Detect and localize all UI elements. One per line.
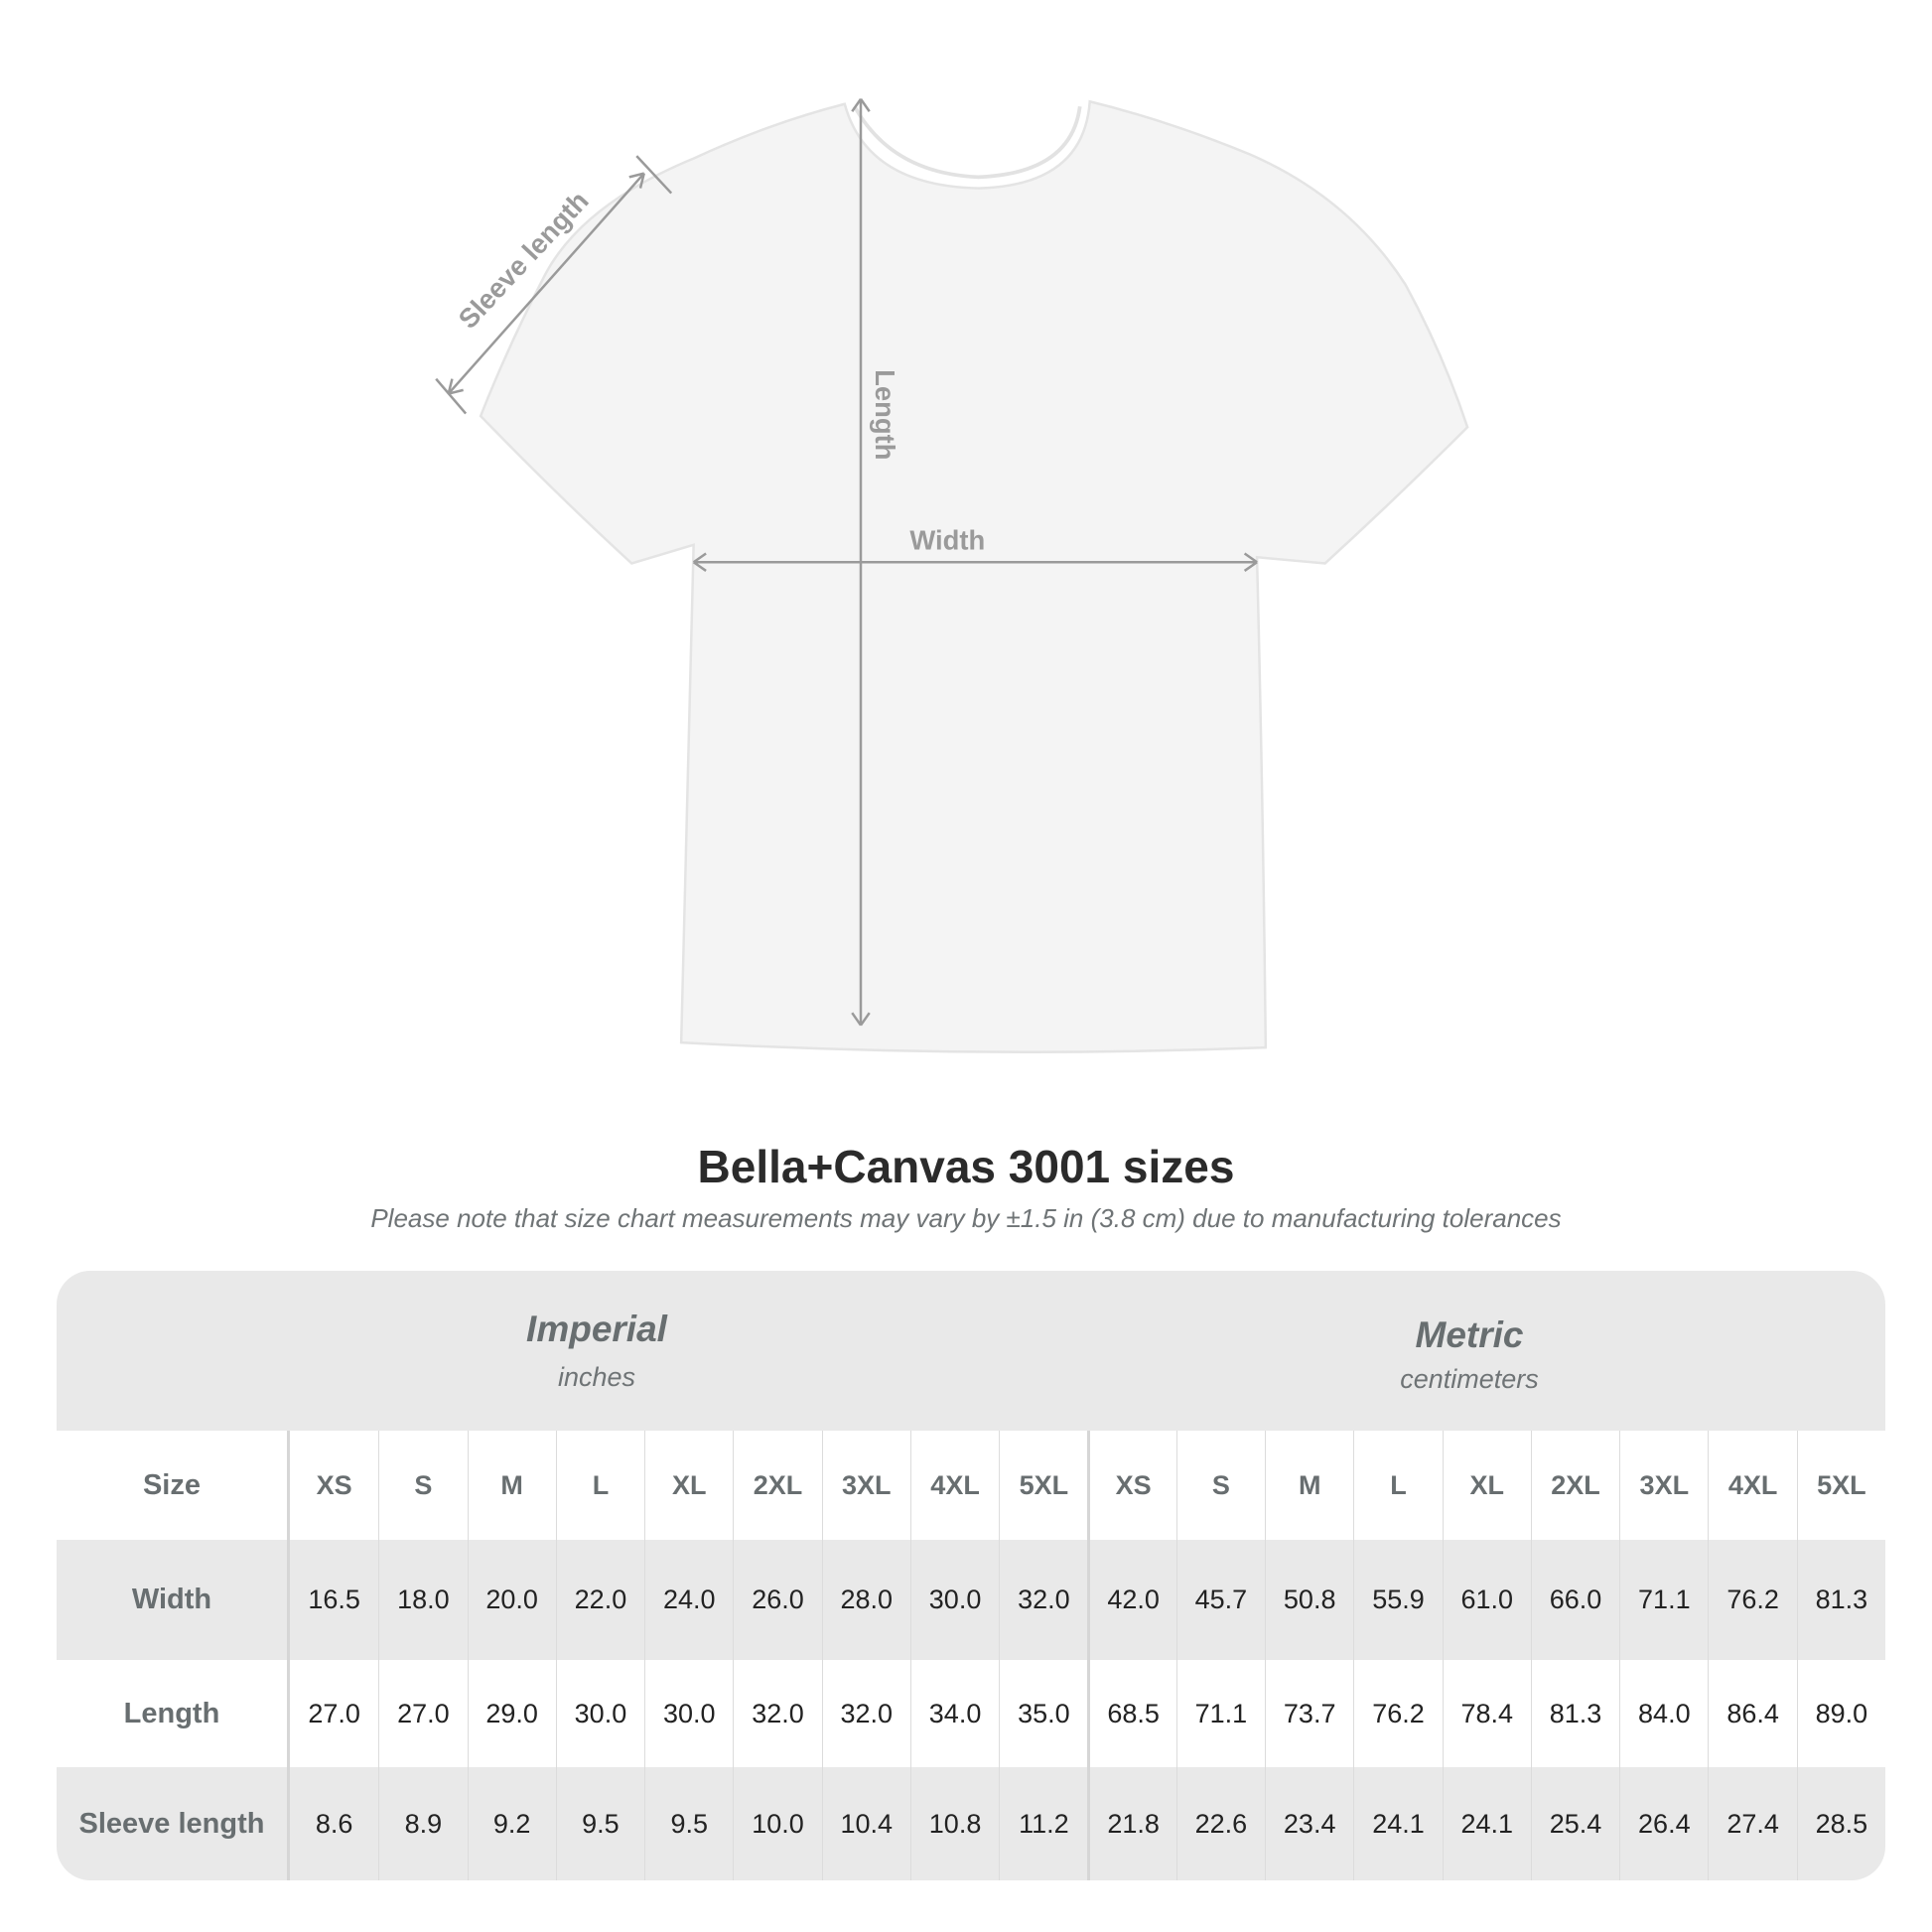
- length-label: Length: [870, 369, 900, 460]
- collar: [853, 105, 1082, 180]
- size-imperial-cell: 2XL: [733, 1431, 821, 1540]
- imperial-value-cell: 28.0: [821, 1540, 910, 1660]
- imperial-value-cell: 10.0: [733, 1767, 821, 1880]
- metric-value-cell: 27.4: [1708, 1767, 1796, 1880]
- tolerance-note: Please note that size chart measurements…: [370, 1203, 1562, 1233]
- metric-value-cell: 76.2: [1708, 1540, 1796, 1660]
- metric-value-cell: 89.0: [1796, 1660, 1885, 1767]
- size-imperial-cell: S: [378, 1431, 467, 1540]
- metric-value-cell: 71.1: [1619, 1540, 1708, 1660]
- table-row: Width 16.5 18.0 20.0 22.0 24.0 26.0 28.0 30.0 32.…: [57, 1540, 1885, 1660]
- measure-arrows: [435, 98, 1258, 1027]
- metric-value-cell: 23.4: [1265, 1767, 1353, 1880]
- imperial-value-cell: 10.8: [909, 1767, 999, 1880]
- metric-value-cell: 42.0: [1087, 1540, 1175, 1660]
- imperial-value-cell: 27.0: [308, 1698, 360, 1728]
- imperial-value-cell: 26.0: [733, 1540, 821, 1660]
- imperial-header: Imperial inches: [299, 1309, 895, 1393]
- metric-value-cell: 86.4: [1708, 1660, 1796, 1767]
- imperial-value-cell: 30.0: [644, 1660, 733, 1767]
- imperial-value-cell: 8.9: [378, 1767, 467, 1880]
- size-metric-cell: 4XL: [1708, 1431, 1796, 1540]
- metric-value-cell: 21.8: [1087, 1767, 1175, 1880]
- sleeve-arrow: [447, 172, 645, 395]
- table-row: Sleeve length 8.6 8.9 9.2 9.5 9.5 10.0 10.4 10.8…: [57, 1767, 1885, 1880]
- imperial-value-cell: 32.0: [733, 1660, 821, 1767]
- header-band: [57, 1271, 1885, 1431]
- metric-value-cell: 66.0: [1530, 1540, 1619, 1660]
- metric-value-cell: 76.2: [1353, 1660, 1442, 1767]
- imperial-value-cell: 10.4: [821, 1767, 910, 1880]
- metric-value-cell: 78.4: [1442, 1660, 1531, 1767]
- metric-value-cell: 71.1: [1175, 1660, 1265, 1767]
- metric-value-cell: 45.7: [1175, 1540, 1265, 1660]
- size-metric-cell: L: [1353, 1431, 1442, 1540]
- size-metric-cell: 5XL: [1796, 1431, 1885, 1540]
- imperial-value-cell: 27.0: [378, 1660, 467, 1767]
- tshirt-diagram: Sleeve length Length Width: [435, 98, 1469, 1053]
- size-metric-cell: XS: [1087, 1431, 1175, 1540]
- metric-value-cell: 68.5: [1087, 1660, 1175, 1767]
- size-metric-cell: M: [1265, 1431, 1353, 1540]
- imperial-value-cell: 20.0: [467, 1540, 556, 1660]
- imperial-value-cell: 35.0: [999, 1660, 1087, 1767]
- size-imperial-cell: 3XL: [821, 1431, 910, 1540]
- metric-value-cell: 25.4: [1530, 1767, 1619, 1880]
- size-table: Imperial inches Metric centimeters Size X…: [57, 1271, 1885, 1880]
- size-header-row: Size XS S M L XL 2XL 3XL 4XL 5XL XS S M L XL 2XL 3XL 4XL 5…: [57, 1431, 1885, 1540]
- imperial-title: Imperial: [526, 1309, 667, 1349]
- metric-value-cell: 50.8: [1265, 1540, 1353, 1660]
- page-title: Bella+Canvas 3001 sizes: [697, 1141, 1235, 1192]
- metric-title: Metric: [1415, 1314, 1524, 1355]
- size-imperial-cell: L: [555, 1431, 644, 1540]
- width-label: Width: [909, 525, 985, 556]
- row-label: Length: [57, 1660, 290, 1767]
- size-imperial-cell: XS: [316, 1469, 352, 1500]
- table-row: Length 27.0 27.0 29.0 30.0 30.0 32.0 32.0 34.0 35…: [57, 1660, 1885, 1767]
- imperial-value-cell: 8.6: [315, 1808, 353, 1839]
- row-label: Sleeve length: [57, 1767, 290, 1880]
- imperial-value-cell: 32.0: [999, 1540, 1087, 1660]
- size-imperial-cell: M: [467, 1431, 556, 1540]
- size-metric-cell: 3XL: [1619, 1431, 1708, 1540]
- imperial-unit: inches: [557, 1362, 636, 1392]
- metric-value-cell: 55.9: [1353, 1540, 1442, 1660]
- size-imperial-cell: 4XL: [909, 1431, 999, 1540]
- imperial-value-cell: 9.2: [467, 1767, 556, 1880]
- size-imperial-cell: 5XL: [999, 1431, 1087, 1540]
- size-metric-cell: 2XL: [1530, 1431, 1619, 1540]
- imperial-value-cell: 18.0: [378, 1540, 467, 1660]
- imperial-value-cell: 34.0: [909, 1660, 999, 1767]
- imperial-value-cell: 22.0: [555, 1540, 644, 1660]
- metric-value-cell: 26.4: [1619, 1767, 1708, 1880]
- imperial-value-cell: 30.0: [909, 1540, 999, 1660]
- metric-value-cell: 24.1: [1353, 1767, 1442, 1880]
- metric-header: Metric centimeters: [1172, 1314, 1767, 1395]
- row-label: Size: [57, 1431, 290, 1540]
- imperial-value-cell: 11.2: [999, 1767, 1087, 1880]
- size-imperial-cell: XL: [644, 1431, 733, 1540]
- imperial-value-cell: 9.5: [555, 1767, 644, 1880]
- metric-value-cell: 73.7: [1265, 1660, 1353, 1767]
- metric-value-cell: 84.0: [1619, 1660, 1708, 1767]
- metric-unit: centimeters: [1400, 1364, 1539, 1394]
- imperial-value-cell: 32.0: [821, 1660, 910, 1767]
- row-label: Width: [57, 1540, 290, 1660]
- size-metric-cell: S: [1175, 1431, 1265, 1540]
- metric-value-cell: 81.3: [1530, 1660, 1619, 1767]
- imperial-value-cell: 16.5: [308, 1585, 360, 1614]
- metric-value-cell: 28.5: [1796, 1767, 1885, 1880]
- imperial-value-cell: 24.0: [644, 1540, 733, 1660]
- metric-value-cell: 24.1: [1442, 1767, 1531, 1880]
- imperial-value-cell: 29.0: [467, 1660, 556, 1767]
- imperial-value-cell: 30.0: [555, 1660, 644, 1767]
- tshirt-image: [479, 99, 1469, 1053]
- metric-value-cell: 61.0: [1442, 1540, 1531, 1660]
- metric-value-cell: 81.3: [1796, 1540, 1885, 1660]
- imperial-value-cell: 9.5: [644, 1767, 733, 1880]
- metric-value-cell: 22.6: [1175, 1767, 1265, 1880]
- size-metric-cell: XL: [1442, 1431, 1531, 1540]
